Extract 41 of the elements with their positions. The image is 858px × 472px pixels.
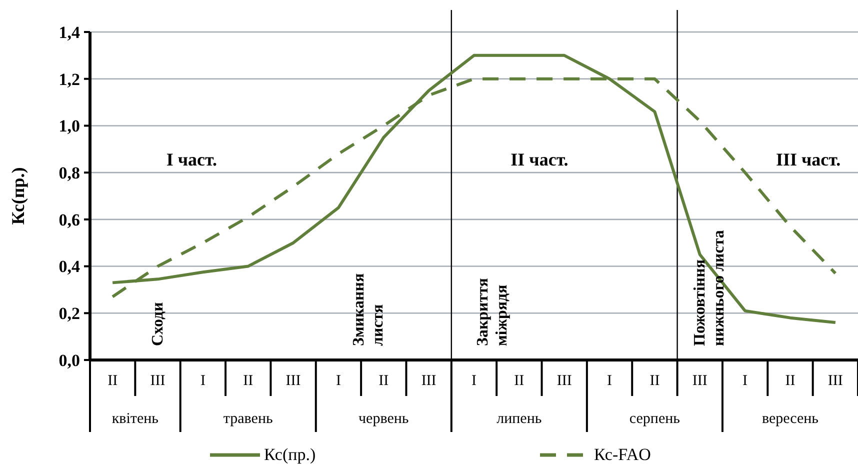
- x-tick-label: III: [828, 373, 843, 389]
- x-tick-label: I: [742, 373, 748, 389]
- x-tick-label: I: [472, 373, 476, 389]
- text: квітень: [112, 411, 159, 427]
- annotation: III част.: [776, 150, 841, 170]
- y-tick-label: 1,2: [58, 70, 80, 89]
- annotation: II част.: [510, 150, 568, 170]
- x-tick-label: III: [556, 373, 572, 389]
- x-tick-label: III: [421, 373, 436, 389]
- legend-label: Кс-FAO: [594, 445, 651, 464]
- x-tick-label: III: [150, 373, 166, 389]
- x-tick-label: II: [243, 373, 254, 389]
- x-tick-label: III: [286, 373, 301, 389]
- x-tick-label: I: [200, 373, 206, 389]
- x-tick-label: III: [692, 373, 708, 389]
- text: серпень: [629, 411, 680, 427]
- annotation: Пожовтіння нижнього листа: [691, 230, 728, 346]
- annotation: Змикання листя: [350, 273, 386, 346]
- x-tick-label: II: [108, 373, 118, 389]
- x-tick-label: II: [785, 373, 796, 389]
- y-tick-label: 0,6: [58, 210, 80, 230]
- y-tick-label: 0,0: [58, 350, 80, 370]
- text: травень: [223, 411, 273, 427]
- x-tick-label: II: [378, 373, 389, 389]
- y-tick-label: 0,8: [58, 164, 80, 183]
- annotation: Сходи: [149, 302, 166, 346]
- legend-label: Кс(пр.): [264, 445, 316, 464]
- y-tick-label: 0,2: [58, 304, 80, 324]
- text: вересень: [762, 411, 819, 427]
- x-tick-label: I: [607, 373, 612, 389]
- y-tick-label: 0,4: [58, 257, 80, 276]
- annotation: I част.: [166, 150, 217, 170]
- text: липень: [496, 411, 542, 427]
- x-tick-label: II: [514, 373, 524, 389]
- annotation: Закриття міжрядя: [474, 278, 511, 346]
- x-tick-label: II: [650, 373, 660, 389]
- y-tick-label: 1,4: [58, 22, 80, 42]
- y-axis-title: Кс(пр.): [8, 167, 28, 225]
- x-tick-label: I: [336, 373, 341, 389]
- text: червень: [358, 411, 409, 427]
- y-tick-label: 1,0: [58, 116, 80, 136]
